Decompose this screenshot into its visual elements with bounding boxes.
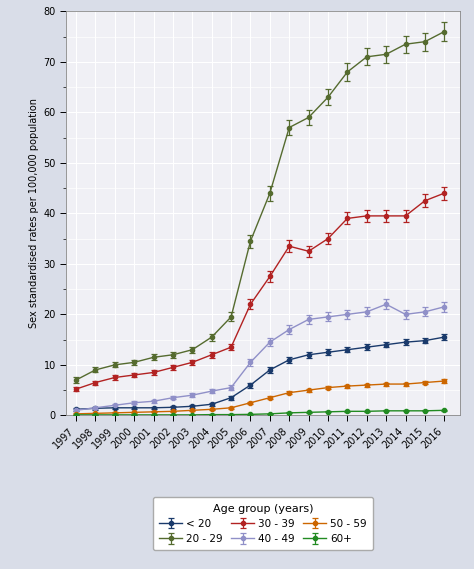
Legend: < 20, 20 - 29, 30 - 39, 40 - 49, 50 - 59, 60+: < 20, 20 - 29, 30 - 39, 40 - 49, 50 - 59… bbox=[153, 497, 373, 550]
Y-axis label: Sex standardised rates per 100,000 population: Sex standardised rates per 100,000 popul… bbox=[29, 98, 39, 328]
